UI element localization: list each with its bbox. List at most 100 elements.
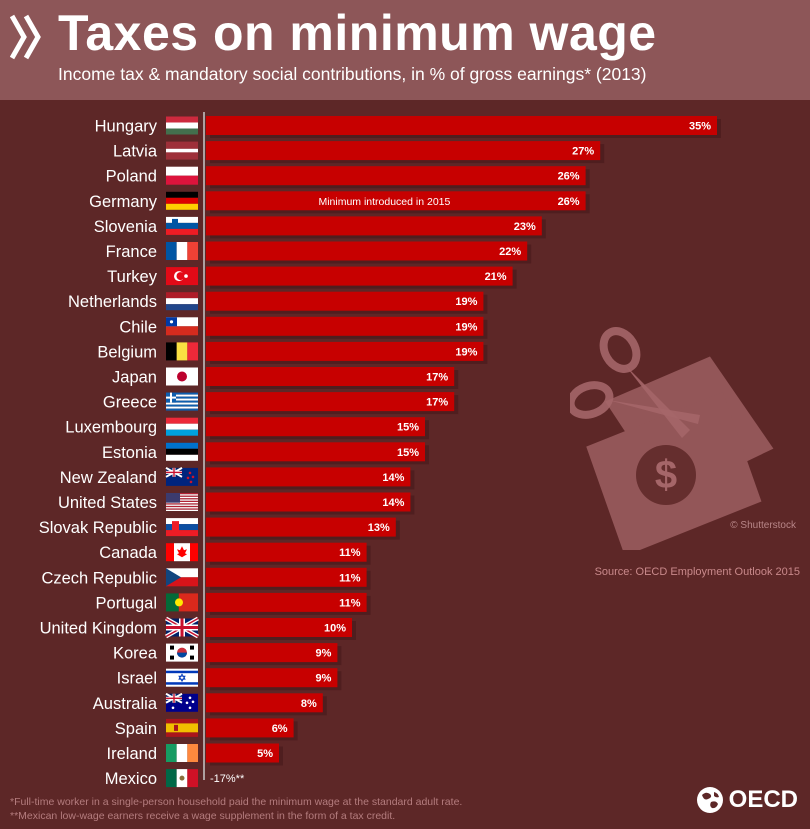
japan-flag-icon (166, 367, 198, 386)
bar-czech-republic (206, 567, 367, 587)
value-label-mexico: -17%** (210, 773, 245, 785)
ireland-flag-icon (166, 744, 198, 762)
category-label-australia: Australia (93, 695, 158, 713)
chile-flag-icon (166, 317, 198, 336)
category-label-hungary: Hungary (95, 118, 158, 136)
slovak-republic-flag-icon (166, 518, 198, 537)
category-label-ireland: Ireland (107, 745, 157, 763)
bar-spain (206, 718, 294, 738)
value-label-hungary: 35% (689, 121, 711, 133)
category-label-estonia: Estonia (102, 444, 158, 462)
category-label-slovenia: Slovenia (94, 218, 158, 236)
value-label-ireland: 5% (257, 748, 273, 760)
hungary-flag-icon (166, 116, 198, 135)
bar-slovak-republic (206, 517, 396, 537)
category-label-mexico: Mexico (105, 770, 157, 788)
korea-flag-icon (166, 643, 198, 662)
category-label-turkey: Turkey (107, 268, 158, 286)
value-label-france: 22% (499, 246, 521, 258)
bar-greece (206, 392, 455, 412)
category-label-latvia: Latvia (113, 143, 158, 161)
belgium-flag-icon (166, 342, 198, 361)
france-flag-icon (166, 242, 198, 260)
oecd-logo: OECD (696, 786, 798, 814)
value-label-australia: 8% (301, 698, 317, 710)
category-label-new-zealand: New Zealand (60, 469, 157, 487)
footnote-1: *Full-time worker in a single-person hou… (10, 796, 463, 808)
netherlands-flag-icon (166, 292, 198, 311)
poland-flag-icon (166, 166, 198, 185)
category-label-portugal: Portugal (96, 594, 157, 612)
germany-flag-icon (166, 191, 198, 210)
bar-germany (206, 191, 586, 211)
watermark: © Shutterstock (730, 520, 796, 531)
value-label-israel: 9% (315, 673, 331, 685)
oecd-logo-text: OECD (728, 786, 798, 813)
category-label-israel: Israel (117, 670, 157, 688)
united-states-flag-icon (166, 493, 198, 511)
canada-flag-icon (166, 543, 198, 562)
value-label-greece: 17% (426, 397, 448, 409)
bar-japan (206, 367, 455, 386)
category-label-luxembourg: Luxembourg (65, 419, 157, 437)
bar-slovenia (206, 216, 542, 236)
category-label-korea: Korea (113, 645, 158, 663)
bar-netherlands (206, 291, 484, 311)
bar-latvia (206, 141, 601, 161)
chevrons-icon (10, 14, 41, 60)
bar-united-kingdom (206, 618, 352, 637)
czech-republic-flag-icon (166, 568, 198, 587)
value-label-slovak-republic: 13% (368, 522, 390, 534)
luxembourg-flag-icon (166, 417, 198, 436)
value-label-latvia: 27% (572, 146, 594, 158)
bar-annotation: Minimum introduced in 2015 (318, 196, 450, 208)
new-zealand-flag-icon (165, 467, 198, 486)
chart-title: Taxes on minimum wage (58, 5, 657, 61)
bar-united-states (206, 492, 411, 512)
value-label-luxembourg: 15% (397, 422, 419, 434)
value-label-united-states: 14% (382, 497, 404, 509)
category-label-united-kingdom: United Kingdom (40, 620, 157, 638)
category-label-greece: Greece (103, 394, 157, 412)
bar-ireland (206, 743, 279, 763)
bar-estonia (206, 442, 425, 462)
category-label-slovak-republic: Slovak Republic (39, 519, 157, 537)
australia-flag-icon (165, 692, 198, 712)
category-label-canada: Canada (99, 544, 158, 562)
bar-canada (206, 542, 367, 562)
bar-australia (206, 693, 323, 713)
source-note: Source: OECD Employment Outlook 2015 (594, 566, 800, 578)
turkey-flag-icon (166, 267, 198, 286)
bar-chart: Hungary 35% Latvia 27% Poland 26% Germany 26% Sl… (39, 112, 721, 788)
value-label-korea: 9% (315, 648, 331, 660)
header-banner: Taxes on minimum wage Income tax & manda… (0, 0, 810, 100)
value-label-new-zealand: 14% (382, 472, 404, 484)
bar-france (206, 241, 528, 261)
value-label-netherlands: 19% (455, 296, 477, 308)
estonia-flag-icon (166, 442, 198, 461)
category-label-chile: Chile (119, 318, 157, 336)
value-label-united-kingdom: 10% (324, 623, 346, 635)
globe-icon (696, 787, 723, 813)
portugal-flag-icon (166, 593, 198, 612)
bar-poland (206, 166, 586, 186)
scissors-cutting-money-icon: $ (570, 327, 774, 550)
slovenia-flag-icon (166, 216, 198, 235)
value-label-poland: 26% (558, 171, 580, 183)
bar-belgium (206, 341, 484, 361)
value-label-czech-republic: 11% (339, 572, 361, 584)
category-label-poland: Poland (106, 168, 157, 186)
value-label-slovenia: 23% (514, 221, 536, 233)
category-label-czech-republic: Czech Republic (41, 569, 157, 587)
value-label-germany: 26% (558, 196, 580, 208)
bar-chile (206, 316, 484, 336)
value-label-estonia: 15% (397, 447, 419, 459)
value-label-japan: 17% (426, 372, 448, 384)
bar-turkey (206, 266, 513, 286)
spain-flag-icon (166, 718, 198, 737)
category-label-spain: Spain (115, 720, 157, 738)
value-label-turkey: 21% (485, 271, 507, 283)
value-label-spain: 6% (272, 723, 288, 735)
bar-hungary (206, 116, 717, 135)
israel-flag-icon (166, 668, 198, 687)
